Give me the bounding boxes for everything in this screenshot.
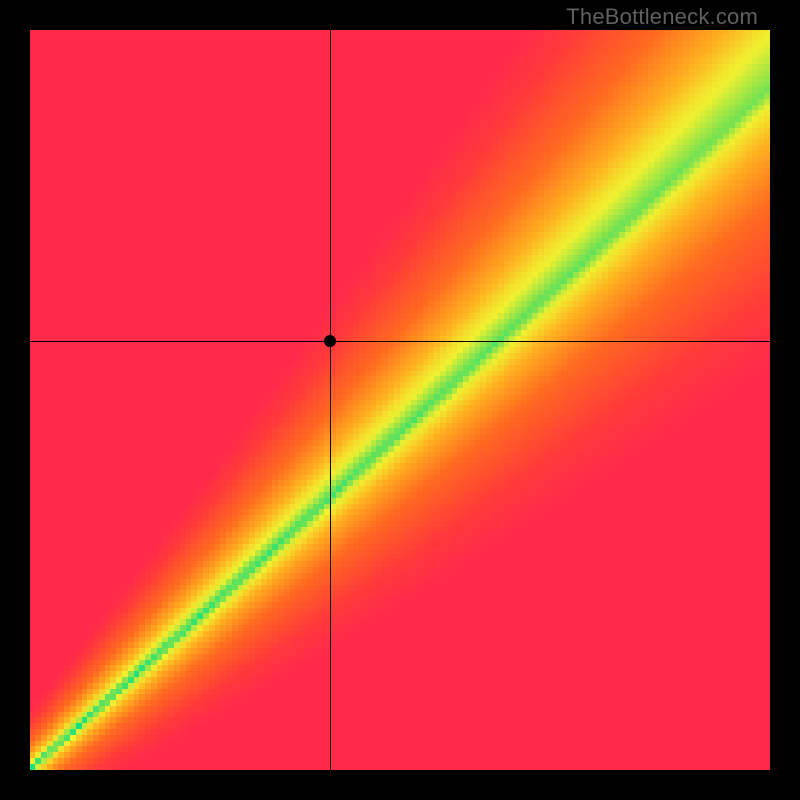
chart-container: TheBottleneck.com <box>0 0 800 800</box>
crosshair-vertical <box>330 30 331 770</box>
plot-area <box>30 30 770 770</box>
crosshair-marker <box>324 335 336 347</box>
heatmap-canvas <box>30 30 770 770</box>
crosshair-horizontal <box>30 341 770 342</box>
watermark-text: TheBottleneck.com <box>566 4 758 30</box>
